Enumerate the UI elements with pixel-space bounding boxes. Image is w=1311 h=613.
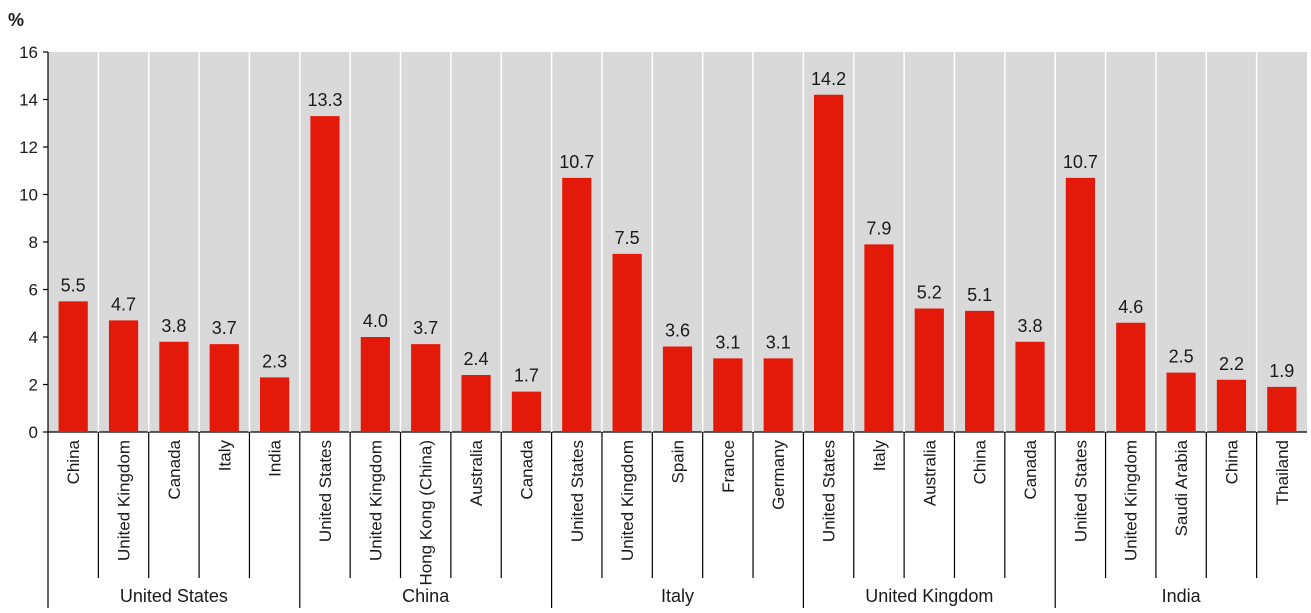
category-label: Canada — [1021, 439, 1040, 499]
bar — [411, 344, 441, 432]
bar — [260, 377, 290, 432]
y-tick-label: 6 — [29, 281, 38, 300]
category-label: Spain — [669, 440, 688, 483]
bar-value-label: 7.9 — [866, 218, 891, 238]
category-label: Hong Kong (China) — [417, 440, 436, 586]
group-label: United States — [120, 586, 228, 606]
group-label: United Kingdom — [865, 586, 993, 606]
bar — [310, 116, 340, 432]
bar — [612, 253, 642, 432]
bar — [209, 344, 239, 432]
bar-value-label: 10.7 — [1063, 152, 1098, 172]
bar — [1166, 372, 1196, 432]
category-label: Italy — [215, 440, 234, 472]
bar-value-label: 7.5 — [615, 228, 640, 248]
bar-value-label: 1.9 — [1269, 361, 1294, 381]
bar-value-label: 3.1 — [766, 332, 791, 352]
category-label: Australia — [467, 439, 486, 506]
bar-value-label: 2.3 — [262, 351, 287, 371]
category-label: United States — [316, 440, 335, 542]
bar-value-label: 3.8 — [161, 316, 186, 336]
bar — [461, 375, 491, 432]
bar-value-label: 5.5 — [61, 275, 86, 295]
bar-value-label: 13.3 — [307, 90, 342, 110]
y-tick-label: 12 — [19, 138, 38, 157]
y-unit-label: % — [8, 10, 24, 30]
category-label: United States — [820, 440, 839, 542]
bar — [965, 310, 995, 432]
bar — [864, 244, 894, 432]
category-label: United Kingdom — [618, 440, 637, 561]
bar-value-label: 3.6 — [665, 321, 690, 341]
category-label: Saudi Arabia — [1172, 439, 1191, 536]
bar — [360, 337, 390, 432]
bar-value-label: 10.7 — [559, 152, 594, 172]
category-label: United States — [568, 440, 587, 542]
bar — [108, 320, 139, 432]
category-label: India — [266, 439, 285, 476]
bar — [713, 358, 743, 432]
y-tick-label: 16 — [19, 43, 38, 62]
bar-value-label: 3.1 — [715, 332, 740, 352]
category-label: China — [971, 439, 990, 484]
bar-value-label: 3.7 — [413, 318, 438, 338]
bar — [1267, 386, 1297, 432]
bar-value-label: 1.7 — [514, 366, 539, 386]
bar — [914, 308, 944, 432]
bar — [763, 358, 793, 432]
category-label: United Kingdom — [1122, 440, 1141, 561]
bar — [662, 346, 693, 432]
y-tick-label: 8 — [29, 233, 38, 252]
bar-value-label: 4.0 — [363, 311, 388, 331]
category-label: Canada — [517, 439, 536, 499]
bar — [1116, 322, 1146, 432]
y-tick-label: 10 — [19, 186, 38, 205]
bar-value-label: 4.7 — [111, 294, 136, 314]
bar-value-label: 2.2 — [1219, 354, 1244, 374]
bar-value-label: 14.2 — [811, 69, 846, 89]
bar-value-label: 3.8 — [1018, 316, 1043, 336]
y-tick-label: 14 — [19, 91, 38, 110]
group-label: China — [402, 586, 450, 606]
group-label: Italy — [661, 586, 694, 606]
bar-value-label: 5.2 — [917, 283, 942, 303]
category-label: Italy — [870, 440, 889, 472]
bar — [58, 301, 88, 432]
y-tick-label: 2 — [29, 376, 38, 395]
bar-value-label: 2.4 — [464, 349, 489, 369]
category-label: Canada — [165, 439, 184, 499]
category-label: China — [64, 439, 83, 484]
bar — [511, 391, 542, 432]
bar-value-label: 5.1 — [967, 285, 992, 305]
bar — [562, 177, 592, 432]
bar — [1216, 379, 1247, 432]
bar-value-label: 2.5 — [1169, 347, 1194, 367]
bar — [159, 341, 189, 432]
bar-value-label: 4.6 — [1118, 297, 1143, 317]
category-label: United Kingdom — [366, 440, 385, 561]
bar — [1015, 341, 1045, 432]
y-tick-label: 0 — [29, 423, 38, 442]
category-label: Germany — [769, 440, 788, 510]
bar-value-label: 3.7 — [212, 318, 237, 338]
category-label: China — [1222, 439, 1241, 484]
category-label: United Kingdom — [115, 440, 134, 561]
category-label: United States — [1071, 440, 1090, 542]
bar — [1065, 177, 1095, 432]
y-tick-label: 4 — [29, 328, 38, 347]
category-label: France — [719, 440, 738, 493]
group-label: India — [1162, 586, 1202, 606]
bar — [813, 94, 844, 432]
category-label: Australia — [920, 439, 939, 506]
category-label: Thailand — [1273, 440, 1292, 505]
